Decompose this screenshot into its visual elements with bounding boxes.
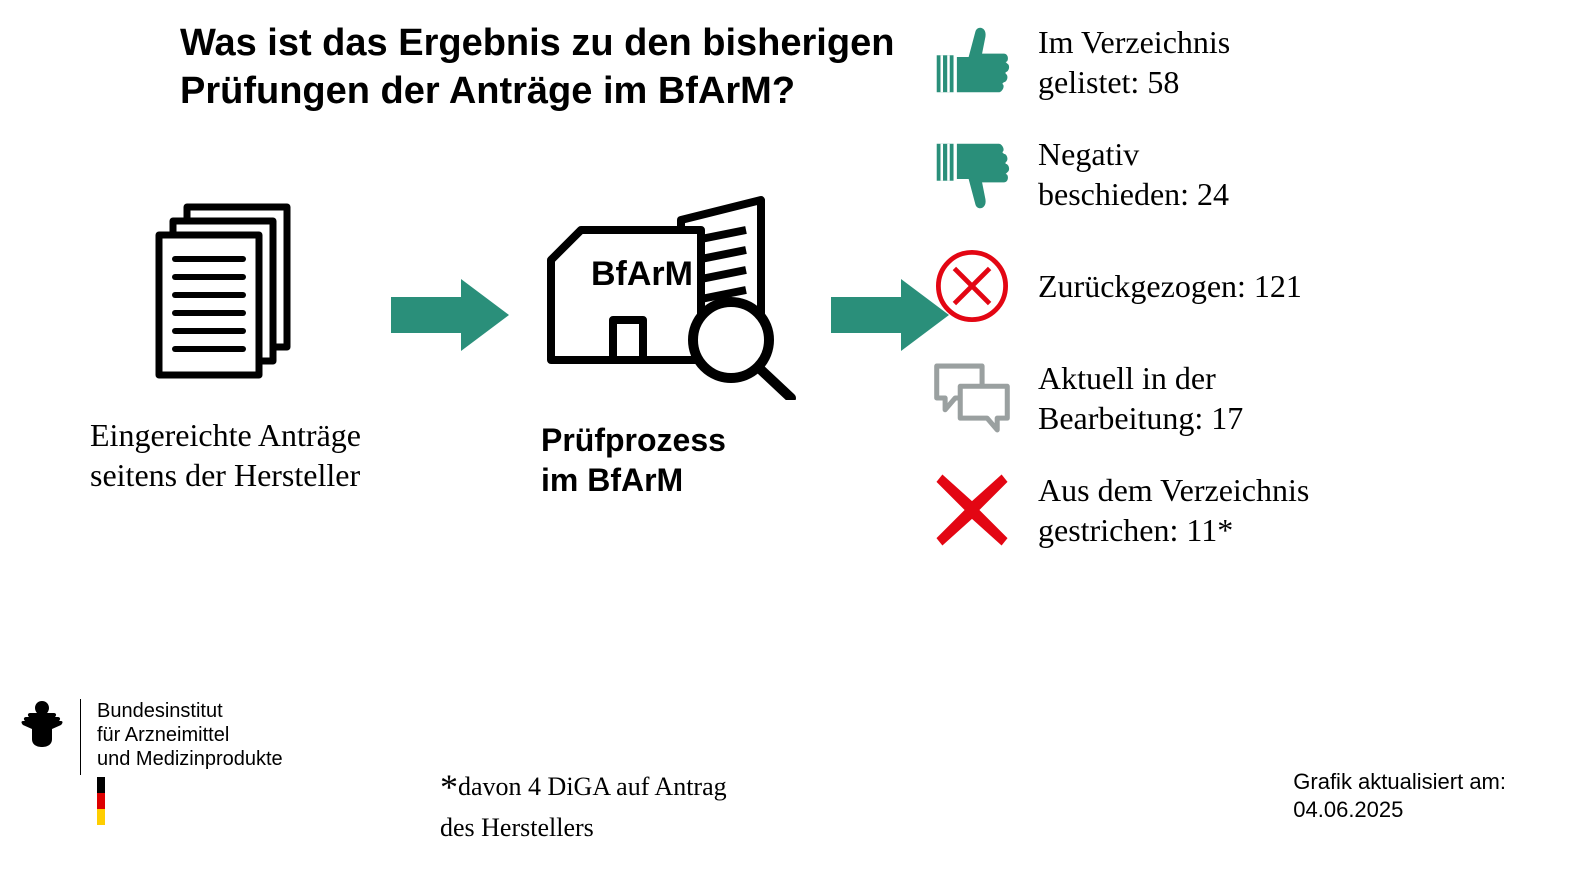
logo-line2: für Arzneimittel — [97, 723, 283, 747]
building-magnifier-icon: BfArM — [541, 190, 801, 400]
step-review: BfArM Prüfprozess im BfArM — [541, 190, 801, 500]
documents-icon — [135, 195, 315, 395]
flag-red — [97, 793, 105, 809]
process-flow: Eingereichte Anträge seitens der Herstel… — [90, 190, 951, 500]
outcomes-list: Im Verzeichnis gelistet: 58 Negativ besc… — [930, 20, 1550, 552]
thumbs-down-icon — [930, 132, 1014, 216]
page-title: Was ist das Ergebnis zu den bisherigen P… — [180, 20, 894, 115]
outcome-line2: gelistet: 58 — [1038, 62, 1230, 102]
footnote-star: * — [440, 767, 458, 807]
step2-label-line1: Prüfprozess — [541, 420, 801, 460]
arrow-icon — [391, 275, 511, 355]
updated-line2: 04.06.2025 — [1293, 796, 1506, 825]
building-label: BfArM — [591, 255, 693, 293]
flag-gold — [97, 809, 105, 825]
logo-divider — [80, 699, 81, 775]
outcome-text: Zurückgezogen: 121 — [1038, 266, 1302, 306]
outcome-line1: Aus dem Verzeichnis — [1038, 470, 1309, 510]
circle-x-icon — [930, 244, 1014, 328]
outcome-line2: beschieden: 24 — [1038, 174, 1229, 214]
thumbs-up-icon — [930, 20, 1014, 104]
updated-caption: Grafik aktualisiert am: 04.06.2025 — [1293, 768, 1506, 825]
outcome-text: Im Verzeichnis gelistet: 58 — [1038, 22, 1230, 102]
outcome-text: Negativ beschieden: 24 — [1038, 134, 1229, 214]
step1-label-line2: seitens der Hersteller — [90, 455, 361, 495]
outcome-line2: Bearbeitung: 17 — [1038, 398, 1243, 438]
step2-label: Prüfprozess im BfArM — [541, 420, 801, 500]
outcome-line1: Im Verzeichnis — [1038, 22, 1230, 62]
bfarm-logo: Bundesinstitut für Arzneimittel und Medi… — [20, 699, 283, 825]
german-flag-icon — [97, 777, 105, 825]
logo-line1: Bundesinstitut — [97, 699, 283, 723]
step1-label-line1: Eingereichte Anträge — [90, 415, 361, 455]
outcome-line1: Aktuell in der — [1038, 358, 1243, 398]
step1-label: Eingereichte Anträge seitens der Herstel… — [90, 415, 361, 495]
outcome-text: Aktuell in der Bearbeitung: 17 — [1038, 358, 1243, 438]
bold-x-icon — [930, 468, 1014, 552]
outcome-line2: gestrichen: 11* — [1038, 510, 1309, 550]
arrow-shape — [391, 279, 509, 351]
footnote-line1: davon 4 DiGA auf Antrag — [458, 772, 727, 801]
outcome-withdrawn: Zurückgezogen: 121 — [930, 244, 1550, 328]
footnote: *davon 4 DiGA auf Antrag des Herstellers — [440, 764, 727, 845]
outcome-negative: Negativ beschieden: 24 — [930, 132, 1550, 216]
title-line1: Was ist das Ergebnis zu den bisherigen — [180, 20, 894, 68]
outcome-in-progress: Aktuell in der Bearbeitung: 17 — [930, 356, 1550, 440]
updated-line1: Grafik aktualisiert am: — [1293, 768, 1506, 797]
speech-bubbles-icon — [930, 356, 1014, 440]
title-line2: Prüfungen der Anträge im BfArM? — [180, 68, 894, 116]
outcome-removed: Aus dem Verzeichnis gestrichen: 11* — [930, 468, 1550, 552]
outcome-line1: Negativ — [1038, 134, 1229, 174]
outcome-listed: Im Verzeichnis gelistet: 58 — [930, 20, 1550, 104]
logo-line3: und Medizinprodukte — [97, 747, 283, 771]
flag-black — [97, 777, 105, 793]
logo-text-block: Bundesinstitut für Arzneimittel und Medi… — [97, 699, 283, 825]
step-applications: Eingereichte Anträge seitens der Herstel… — [90, 195, 361, 495]
outcome-line1: Zurückgezogen: 121 — [1038, 266, 1302, 306]
step2-label-line2: im BfArM — [541, 460, 801, 500]
eagle-icon — [20, 699, 64, 749]
footnote-line2: des Herstellers — [440, 813, 594, 842]
outcome-text: Aus dem Verzeichnis gestrichen: 11* — [1038, 470, 1309, 550]
